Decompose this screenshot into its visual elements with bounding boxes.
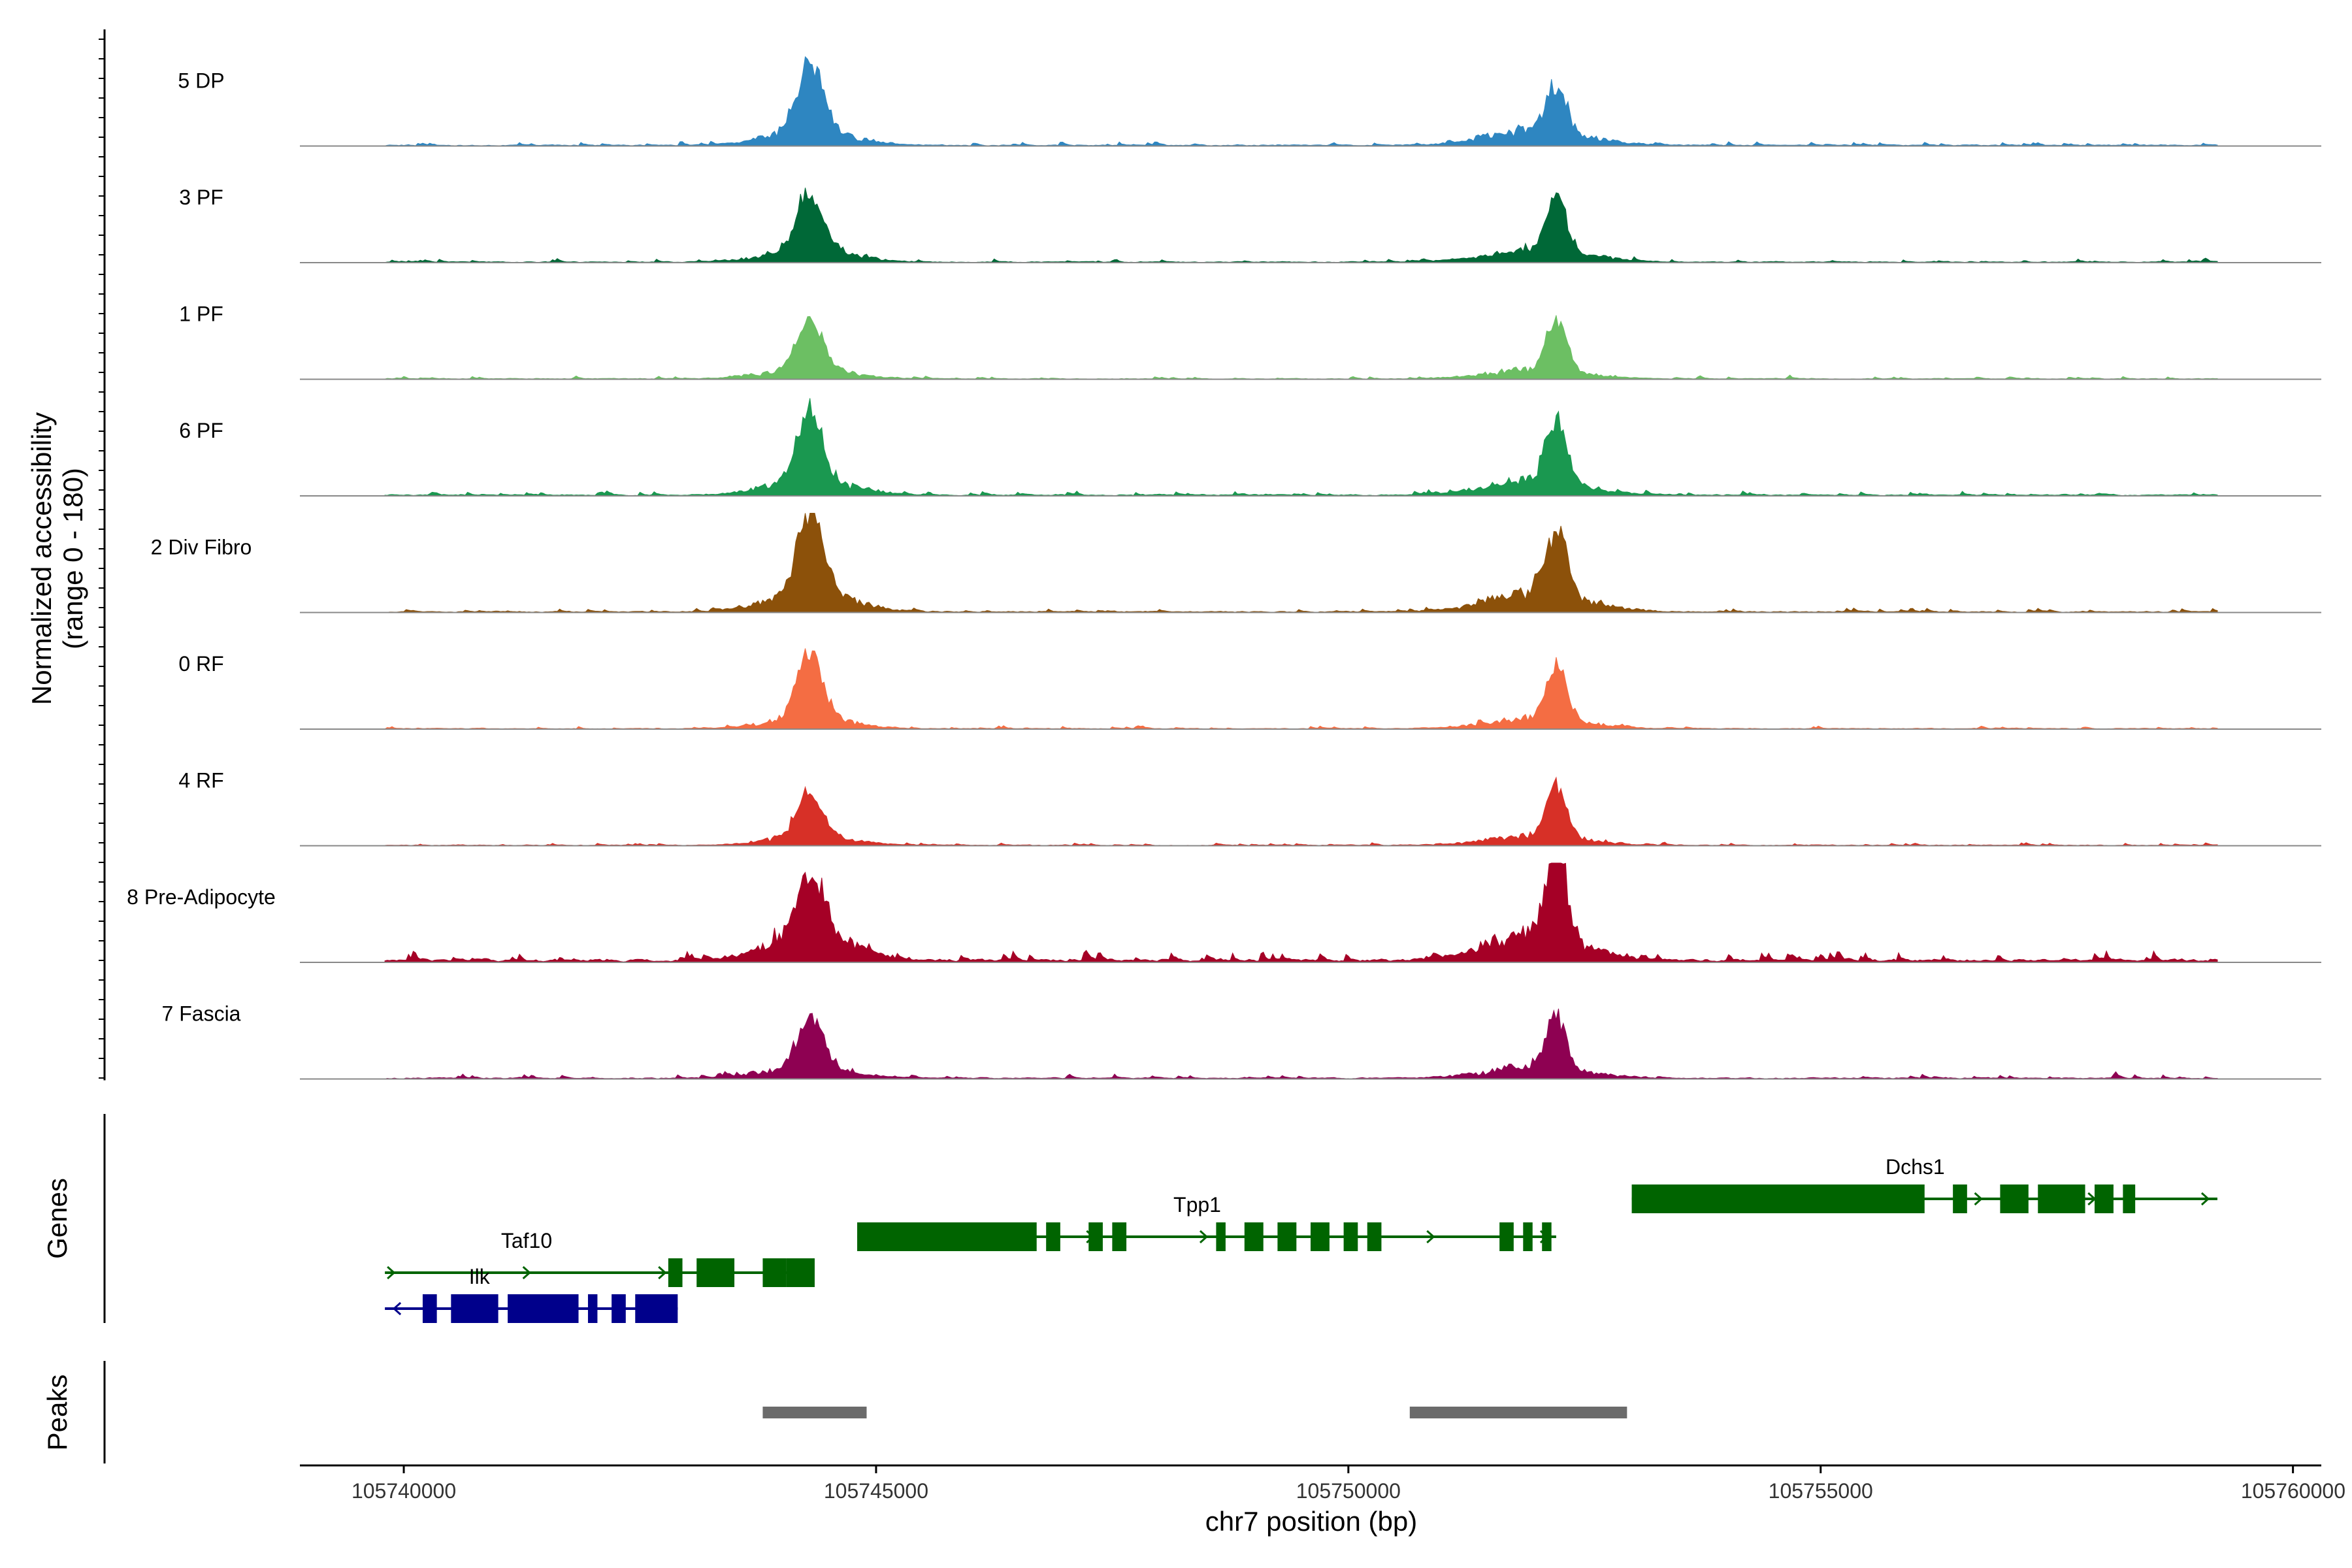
coverage-track-label: 1 PF — [179, 302, 223, 326]
coverage-track-5: 2 Div Fibro — [151, 513, 2321, 613]
gene-exon — [1367, 1222, 1382, 1251]
coverage-area-5 — [384, 513, 2218, 613]
gene-exon — [2000, 1184, 2029, 1213]
coverage-track-label: 5 DP — [178, 69, 224, 93]
x-axis-tick-label: 105750000 — [1296, 1479, 1401, 1503]
x-axis-title: chr7 position (bp) — [1205, 1506, 1418, 1537]
coverage-track-label: 2 Div Fibro — [151, 536, 252, 559]
strand-arrow — [387, 1266, 396, 1280]
gene-exon — [786, 1258, 815, 1287]
genes-track-label: Genes — [42, 1178, 73, 1259]
genes-track: Genes Dchs1 Tpp1 Taf10 Ilk — [42, 1114, 2217, 1323]
gene-exon — [2123, 1184, 2136, 1213]
coverage-track-8: 8 Pre-Adipocyte — [127, 862, 2321, 963]
strand-arrow — [392, 1301, 402, 1316]
coverage-y-axis: Normalized accessibility (range 0 - 180) — [26, 29, 106, 1081]
gene-exon — [668, 1258, 683, 1287]
gene-exon — [1343, 1222, 1358, 1251]
y-axis-title-line2: (range 0 - 180) — [57, 468, 88, 649]
x-axis-tick-label: 105755000 — [1769, 1479, 1873, 1503]
gene-exon — [2095, 1184, 2114, 1213]
coverage-track-label: 7 Fascia — [162, 1002, 241, 1026]
coverage-track-4: 6 PF — [179, 398, 2321, 497]
coverage-tracks: 5 DP 3 PF 1 PF 6 PF 2 Div Fibro 0 RF 4 RF 8 Pre… — [127, 56, 2321, 1080]
gene-name-label: Tpp1 — [1173, 1193, 1221, 1217]
gene-name-label: Taf10 — [501, 1229, 552, 1252]
gene-exon — [857, 1222, 1037, 1251]
gene-exon — [1088, 1222, 1103, 1251]
gene-exon — [451, 1294, 498, 1323]
gene-exon — [612, 1294, 626, 1323]
strand-arrow — [1974, 1192, 1983, 1206]
gene-name-label: Dchs1 — [1886, 1155, 1945, 1179]
gene-exon — [1499, 1222, 1514, 1251]
gene-exon — [1216, 1222, 1226, 1251]
coverage-track-label: 6 PF — [179, 419, 223, 442]
strand-arrow — [1199, 1230, 1209, 1244]
peaks-layer — [762, 1407, 1627, 1418]
gene-exon — [635, 1294, 678, 1323]
coverage-track-1: 5 DP — [178, 56, 2321, 147]
coverage-area-8 — [384, 862, 2218, 963]
gene-exon — [1311, 1222, 1330, 1251]
coverage-track-2: 3 PF — [179, 186, 2321, 263]
gene-taf10: Taf10 — [385, 1229, 815, 1287]
gene-exon — [1244, 1222, 1264, 1251]
x-axis-tick-label: 105740000 — [351, 1479, 456, 1503]
gene-ilk: Ilk — [385, 1265, 678, 1323]
strand-arrow — [522, 1266, 531, 1280]
coverage-track-3: 1 PF — [179, 302, 2321, 380]
strand-arrow — [658, 1266, 667, 1280]
x-axis-ticks: 105740000 105745000 105750000 105755000 1057… — [351, 1465, 2345, 1503]
gene-exon — [2038, 1184, 2085, 1213]
x-axis-tick-label: 105760000 — [2241, 1479, 2345, 1503]
strand-arrow — [1426, 1230, 1435, 1244]
coverage-area-1 — [384, 56, 2218, 146]
coverage-area-9 — [384, 1008, 2218, 1079]
gene-dchs1: Dchs1 — [1631, 1155, 2217, 1213]
gene-exon — [696, 1258, 735, 1287]
genes-layer: Dchs1 Tpp1 Taf10 Ilk — [385, 1155, 2217, 1323]
gene-exon — [1277, 1222, 1297, 1251]
gene-tpp1: Tpp1 — [857, 1193, 1556, 1251]
coverage-track-9: 7 Fascia — [162, 1002, 2321, 1080]
x-axis: 105740000 105745000 105750000 105755000 1057… — [300, 1464, 2345, 1537]
coverage-track-7: 4 RF — [178, 769, 2321, 847]
gene-exon — [1631, 1184, 1925, 1213]
gene-exon — [587, 1294, 598, 1323]
coverage-y-axis-ticks — [99, 39, 105, 1079]
x-axis-tick-label: 105745000 — [824, 1479, 928, 1503]
coverage-track-label: 4 RF — [178, 769, 223, 792]
gene-exon — [1542, 1222, 1552, 1251]
coverage-track-label: 0 RF — [178, 652, 223, 676]
y-axis-title-line1: Normalized accessibility — [26, 412, 57, 705]
gene-exon — [1953, 1184, 1967, 1213]
peak-region — [762, 1407, 867, 1418]
gene-exon — [1523, 1222, 1533, 1251]
gene-name-label: Ilk — [469, 1265, 491, 1288]
gene-exon — [762, 1258, 787, 1287]
coverage-track-label: 8 Pre-Adipocyte — [127, 885, 276, 909]
peaks-track: Peaks — [42, 1361, 1627, 1463]
coverage-track-6: 0 RF — [178, 648, 2321, 730]
strand-arrow — [2200, 1192, 2210, 1206]
gene-exon — [422, 1294, 437, 1323]
coverage-track-label: 3 PF — [179, 186, 223, 209]
gene-exon — [508, 1294, 579, 1323]
peak-region — [1409, 1407, 1627, 1418]
gene-exon — [1112, 1222, 1127, 1251]
coverage-area-4 — [384, 398, 2218, 497]
gene-exon — [1046, 1222, 1060, 1251]
peaks-track-label: Peaks — [42, 1375, 73, 1451]
